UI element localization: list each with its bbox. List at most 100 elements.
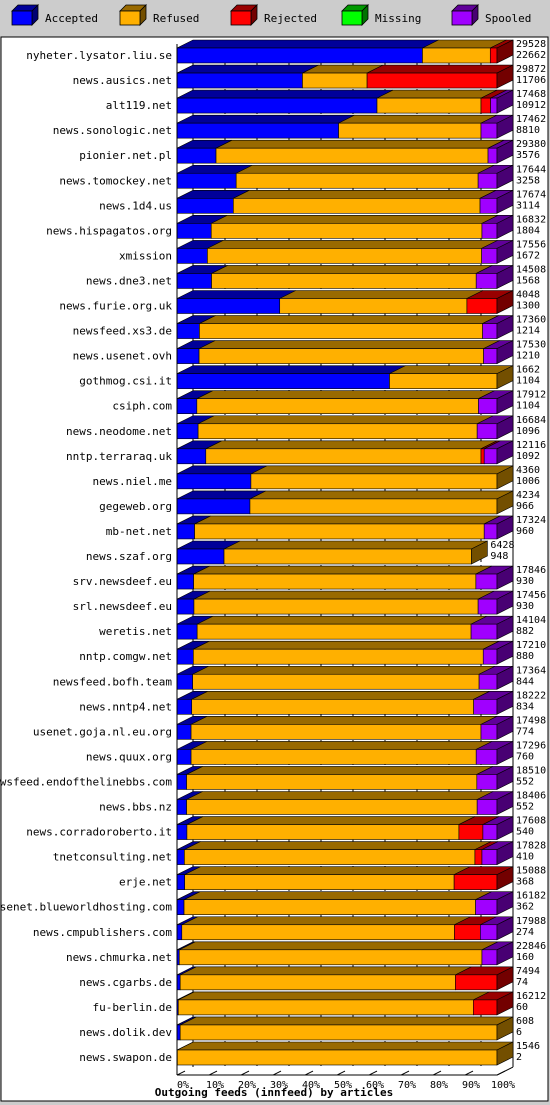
category-label: gegeweb.org	[99, 500, 172, 513]
accepted-label: 1804	[516, 225, 540, 236]
accepted-label: 274	[516, 927, 534, 938]
bar-segment-rejected	[455, 966, 514, 991]
bar-segment-rejected	[453, 866, 514, 891]
category-label: tnetconsulting.net	[53, 851, 172, 864]
bar-segment-accepted	[176, 490, 267, 515]
bar-segment-spooled	[482, 640, 514, 665]
accepted-label: 410	[516, 852, 534, 863]
total-label: 17296	[516, 740, 546, 751]
bar-segment-refused	[422, 39, 507, 64]
x-tick-label: 60%	[366, 1080, 384, 1091]
bar-segment-accepted	[176, 465, 268, 490]
accepted-label: 11706	[516, 75, 546, 86]
bar-segment-accepted	[176, 515, 211, 540]
accepted-label: 6	[516, 1027, 522, 1038]
total-label: 17364	[516, 665, 546, 676]
total-label: 16684	[516, 415, 546, 426]
total-label: 17530	[516, 340, 546, 351]
accepted-label: 880	[516, 651, 534, 662]
accepted-label: 8810	[516, 125, 540, 136]
bar-segment-refused	[196, 390, 495, 415]
x-tick-label: 70%	[398, 1080, 416, 1091]
bar-segment-spooled	[480, 114, 514, 139]
legend-item-refused: Refused	[119, 4, 199, 26]
legend-label: Rejected	[264, 12, 317, 25]
x-tick-label: 20%	[238, 1080, 256, 1091]
accepted-label: 1568	[516, 275, 540, 286]
accepted-label: 552	[516, 802, 534, 813]
bar-segment-spooled	[473, 690, 514, 715]
bar-segment-refused	[198, 340, 500, 364]
bar-segment-accepted	[176, 114, 355, 139]
bar-segment-refused	[179, 1016, 514, 1041]
bar-segment-spooled	[482, 315, 514, 340]
category-label: news.corradoroberto.it	[26, 826, 172, 839]
accepted-label: 1092	[516, 451, 540, 462]
x-tick	[432, 1070, 442, 1076]
total-label: 17456	[516, 590, 546, 601]
category-label: newsfeed.endofthelinebbs.com	[0, 775, 172, 788]
category-label: nntp.terraraq.uk	[66, 450, 172, 463]
accepted-label: 552	[516, 776, 534, 787]
bar-segment-refused	[196, 615, 488, 640]
bar-segment-refused	[205, 440, 498, 465]
x-tick-label: 80%	[430, 1080, 448, 1091]
total-label: 17468	[516, 89, 546, 100]
category-label: pionier.net.pl	[79, 149, 172, 162]
x-tick	[304, 1070, 314, 1076]
total-label: 17556	[516, 239, 546, 250]
total-label: 17360	[516, 315, 546, 326]
total-label: 18406	[516, 791, 546, 802]
legend-item-spooled: Spooled	[451, 4, 531, 26]
category-label: fu-berlin.de	[93, 1001, 172, 1014]
x-axis-label: Outgoing feeds (innfeed) by articles	[155, 1086, 393, 1099]
bar-segment-accepted	[176, 390, 213, 415]
bar-segment-spooled	[482, 816, 514, 841]
bar-segment-refused	[186, 766, 493, 790]
bar-segment-accepted	[176, 615, 214, 640]
bar-segment-spooled	[477, 164, 514, 189]
bar-segment-spooled	[481, 841, 514, 866]
accepted-label: 362	[516, 902, 534, 913]
bar-segment-refused	[177, 991, 490, 1016]
bar-segment-spooled	[476, 415, 514, 440]
bar-segment-spooled	[480, 916, 514, 941]
legend-item-missing: Missing	[341, 4, 421, 26]
category-label: news.nntp4.net	[79, 700, 172, 713]
category-label: alt119.net	[106, 99, 172, 112]
category-label: news.quux.org	[86, 750, 172, 763]
accepted-label: 1300	[516, 301, 540, 312]
bar-segment-refused	[199, 315, 499, 339]
total-label: 12116	[516, 440, 546, 451]
bar-segment-refused	[186, 791, 494, 815]
category-label: news.dolik.dev	[79, 1026, 172, 1039]
accepted-label: 10912	[516, 100, 546, 111]
legend-item-accepted: Accepted	[11, 4, 98, 26]
total-label: 6428	[490, 540, 514, 551]
bar-segment-spooled	[476, 791, 514, 815]
x-axis: 0% 10% 20% 30% 40% 50% 60% 70% 80% 90% 100%	[176, 44, 515, 1091]
total-label: 608	[516, 1016, 534, 1027]
bar-segment-spooled	[480, 715, 514, 740]
accepted-label: 882	[516, 626, 534, 637]
accepted-label: 3576	[516, 150, 540, 161]
total-label: 17912	[516, 390, 546, 401]
category-label: news.cgarbs.de	[79, 976, 172, 989]
bar-segment-refused	[193, 590, 495, 615]
category-label: news.neodome.net	[66, 425, 172, 438]
